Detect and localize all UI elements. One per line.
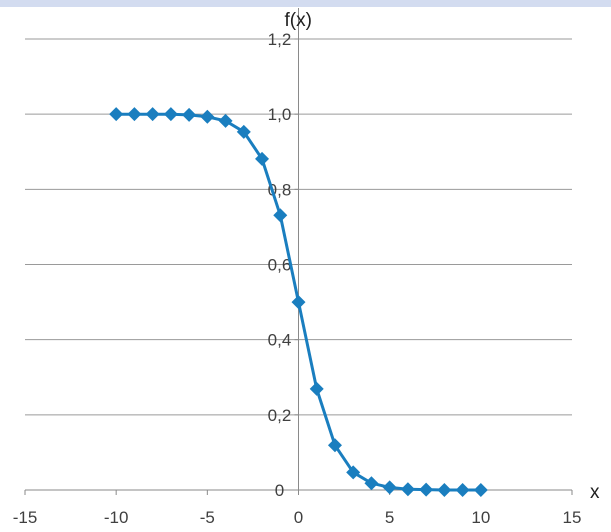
data-point <box>473 483 488 497</box>
top-band <box>0 0 611 7</box>
x-tick-label: -5 <box>200 508 215 527</box>
data-point <box>109 107 124 122</box>
data-point <box>255 151 270 166</box>
data-markers <box>109 107 488 497</box>
data-point <box>218 113 233 128</box>
y-tick-labels: 00,20,40,60,81,01,2 <box>268 30 299 500</box>
data-point <box>400 482 415 497</box>
data-point <box>145 107 160 122</box>
x-tick-label: 5 <box>385 508 394 527</box>
data-point <box>346 465 361 480</box>
axes <box>25 8 572 491</box>
data-point <box>291 295 306 310</box>
data-point <box>364 476 379 491</box>
data-point <box>182 107 197 122</box>
y-tick-label: 0,6 <box>268 256 292 275</box>
data-point <box>200 109 215 124</box>
data-point <box>309 381 324 396</box>
x-tick-label: -15 <box>13 508 38 527</box>
data-point <box>327 438 342 453</box>
data-point <box>382 480 397 495</box>
data-point <box>236 124 251 139</box>
x-axis-title: x <box>590 482 600 503</box>
data-point <box>127 107 142 122</box>
data-point <box>419 482 434 497</box>
data-point <box>455 483 470 497</box>
data-point <box>437 483 452 497</box>
data-point <box>273 208 288 223</box>
x-tick-label: 0 <box>294 508 303 527</box>
x-tick-label: 15 <box>563 508 582 527</box>
y-axis-title: f(x) <box>285 10 312 31</box>
y-tick-label: 0,2 <box>268 406 292 425</box>
y-tick-label: 1,0 <box>268 105 292 124</box>
x-tick-label: -10 <box>104 508 129 527</box>
y-tick-label: 0,4 <box>268 331 292 350</box>
y-tick-label: 1,2 <box>268 30 292 49</box>
data-point <box>163 107 178 122</box>
x-tick-label: 10 <box>471 508 490 527</box>
x-tick-labels: -15 -10 -5 0 5 10 15 <box>13 490 582 527</box>
y-tick-label: 0 <box>275 481 284 500</box>
